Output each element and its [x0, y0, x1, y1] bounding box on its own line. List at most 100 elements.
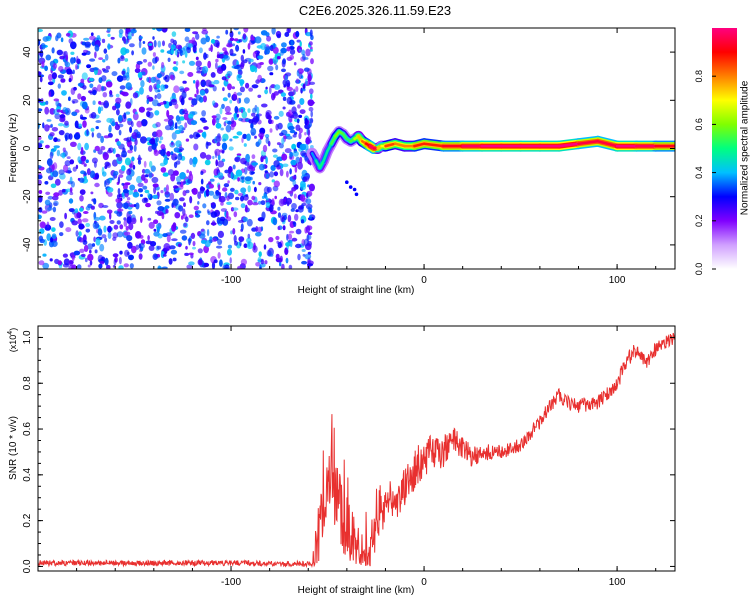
noise-speck [153, 228, 157, 232]
noise-speck [192, 160, 197, 168]
noise-speck [192, 246, 196, 250]
noise-speck [304, 176, 310, 182]
noise-speck [42, 122, 45, 129]
noise-speck [272, 148, 278, 153]
noise-speck [288, 264, 293, 269]
noise-speck [71, 111, 78, 117]
stray-blob [348, 185, 353, 189]
noise-speck [128, 254, 134, 261]
noise-speck [45, 144, 50, 149]
noise-speck [251, 84, 259, 89]
noise-speck [215, 62, 218, 70]
noise-speck [182, 80, 187, 84]
noise-speck [120, 47, 128, 56]
noise-speck [304, 132, 307, 136]
noise-speck [217, 172, 224, 179]
noise-speck [171, 132, 177, 140]
noise-speck [116, 231, 124, 238]
x-tick-label: 0 [421, 577, 427, 588]
noise-speck [245, 153, 251, 162]
noise-speck [118, 256, 122, 265]
noise-speck [38, 38, 41, 47]
y-tick-label: 0.2 [22, 513, 33, 527]
noise-speck [250, 34, 254, 41]
noise-speck [189, 235, 192, 244]
noise-speck [183, 108, 188, 112]
noise-speck [260, 200, 266, 206]
noise-speck [80, 253, 86, 258]
noise-speck [220, 127, 224, 131]
noise-speck [293, 221, 297, 227]
noise-speck [307, 251, 312, 255]
noise-speck [289, 48, 296, 55]
noise-speck [289, 129, 296, 134]
noise-speck [296, 45, 302, 53]
noise-speck [152, 57, 158, 64]
noise-speck [277, 206, 281, 211]
noise-speck [213, 79, 220, 85]
noise-speck [158, 140, 162, 144]
noise-speck [172, 198, 179, 206]
noise-speck [133, 204, 137, 207]
noise-speck [217, 252, 221, 259]
noise-speck [227, 180, 230, 184]
noise-speck [83, 49, 89, 53]
noise-speck [165, 184, 169, 192]
noise-speck [266, 186, 272, 193]
noise-speck [240, 108, 244, 114]
noise-speck [296, 78, 299, 84]
noise-speck [136, 175, 143, 184]
noise-speck [137, 159, 142, 165]
noise-speck [297, 104, 301, 109]
noise-speck [65, 32, 71, 37]
noise-speck [299, 41, 302, 47]
noise-speck [297, 253, 301, 261]
noise-speck [200, 37, 207, 45]
noise-speck [272, 56, 279, 65]
noise-speck [44, 106, 50, 115]
noise-speck [171, 153, 178, 161]
noise-speck [225, 29, 229, 35]
noise-speck [105, 81, 113, 88]
noise-speck [239, 175, 246, 183]
noise-speck [118, 174, 124, 178]
noise-speck [192, 240, 196, 247]
noise-speck [38, 71, 42, 76]
snr-x-label: Height of straight line (km) [298, 585, 415, 596]
x-tick-label: -100 [221, 577, 241, 588]
noise-speck [51, 127, 59, 132]
noise-speck [94, 223, 100, 229]
noise-speck [166, 151, 171, 157]
noise-speck [87, 243, 93, 250]
noise-speck [257, 94, 262, 99]
colorbar-tick-label: 0.4 [694, 166, 704, 179]
noise-speck [237, 74, 242, 79]
noise-speck [268, 58, 274, 65]
noise-speck [265, 156, 268, 165]
noise-speck [92, 100, 96, 105]
noise-speck [308, 101, 316, 105]
noise-speck [38, 190, 43, 194]
y-tick-label: -40 [22, 237, 33, 252]
noise-speck [192, 131, 200, 140]
noise-speck [238, 117, 244, 122]
noise-speck [188, 261, 195, 266]
noise-speck [184, 87, 190, 92]
noise-speck [227, 92, 231, 98]
noise-speck [112, 232, 119, 239]
noise-speck [116, 141, 121, 146]
noise-speck [116, 220, 122, 225]
noise-speck [227, 244, 232, 249]
noise-speck [237, 31, 241, 35]
y-tick-label: 0 [22, 145, 33, 151]
noise-speck [248, 58, 254, 63]
noise-speck [281, 68, 286, 73]
noise-speck [231, 86, 235, 90]
noise-speck [284, 148, 292, 154]
noise-speck [197, 248, 203, 254]
noise-speck [56, 32, 62, 39]
noise-speck [252, 180, 255, 185]
noise-speck [282, 106, 286, 110]
noise-speck [189, 173, 194, 182]
noise-speck [115, 198, 121, 203]
